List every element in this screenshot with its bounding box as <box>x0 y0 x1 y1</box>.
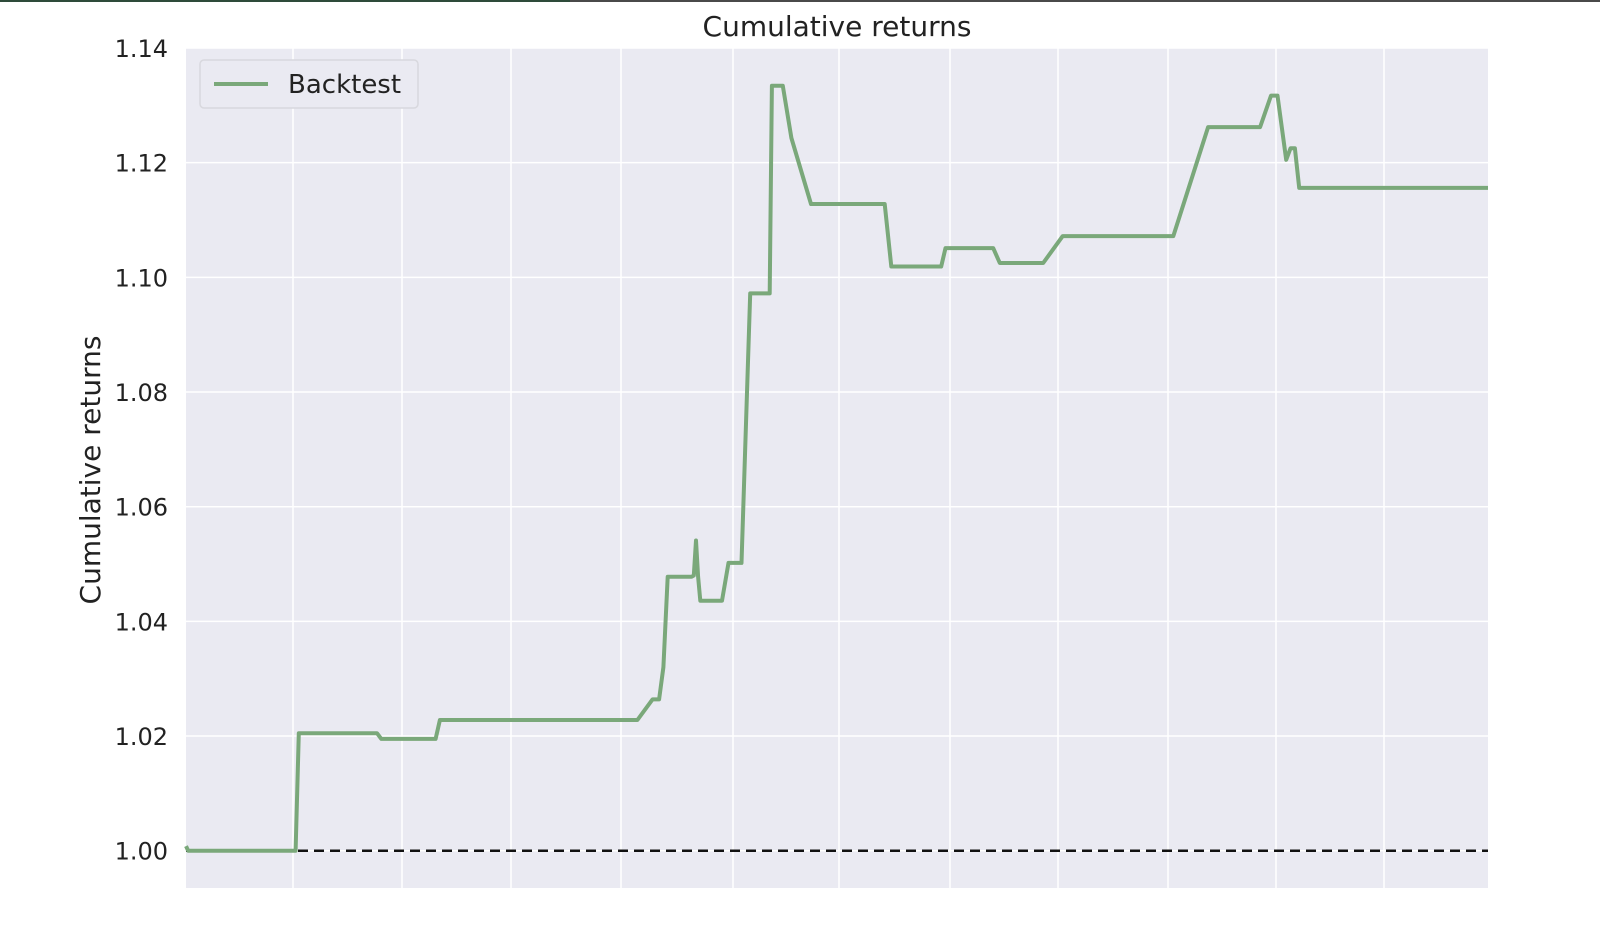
y-tick-label: 1.04 <box>115 608 168 636</box>
top-border-right <box>570 0 1600 2</box>
y-tick-label: 1.06 <box>115 494 168 522</box>
grid-lines <box>186 47 1488 888</box>
y-tick-label: 1.08 <box>115 379 168 407</box>
top-border-left <box>0 0 570 2</box>
legend-entry-backtest: Backtest <box>288 70 401 100</box>
chart-title: Cumulative returns <box>703 10 972 43</box>
y-tick-label: 1.00 <box>115 838 168 866</box>
plot-area <box>186 48 1488 888</box>
legend: Backtest <box>199 59 419 109</box>
legend-box <box>199 59 419 109</box>
y-axis-label: Cumulative returns <box>74 336 107 605</box>
y-tick-label: 1.14 <box>115 35 168 63</box>
y-tick-label: 1.02 <box>115 723 168 751</box>
y-tick-label: 1.12 <box>115 150 168 178</box>
y-tick-labels: 1.00 1.02 1.04 1.06 1.08 1.10 1.12 1.14 <box>115 35 168 866</box>
y-tick-label: 1.10 <box>115 264 168 292</box>
backtest-series-line <box>184 83 1488 853</box>
